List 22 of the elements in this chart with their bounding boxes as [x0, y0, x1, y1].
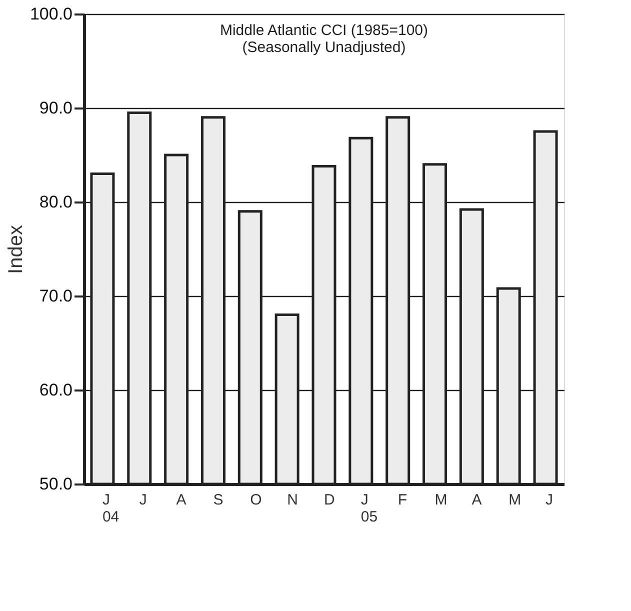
text: Middle Atlantic CCI (1985=100) [220, 22, 428, 39]
x-tick-label: O [250, 492, 262, 508]
x-tick-label: A [176, 492, 186, 508]
y-tick-label: 90.0 [39, 98, 72, 118]
x-tick-label: D [324, 492, 335, 508]
x-tick-label: F [398, 492, 408, 508]
x-tick-label: N [287, 492, 298, 508]
y-tick-label: 80.0 [39, 192, 72, 212]
y-tick-label: 60.0 [39, 380, 72, 400]
x-tick-label: J 05 [360, 492, 378, 526]
x-tick-label: S [213, 492, 224, 508]
text: (Seasonally Unadjusted) [242, 39, 406, 56]
y-tick-label: 100.0 [30, 4, 72, 24]
y-tick-label: 70.0 [39, 286, 72, 306]
y-tick-label: 50.0 [39, 474, 72, 494]
x-tick-label: A [472, 492, 482, 508]
x-tick-label: J [139, 492, 147, 508]
x-tick-label: J 04 [102, 492, 120, 526]
x-tick-label: J [546, 492, 554, 508]
x-tick-label: M [508, 492, 522, 508]
x-tick-label: M [434, 492, 448, 508]
y-axis-title: Index [4, 225, 27, 274]
